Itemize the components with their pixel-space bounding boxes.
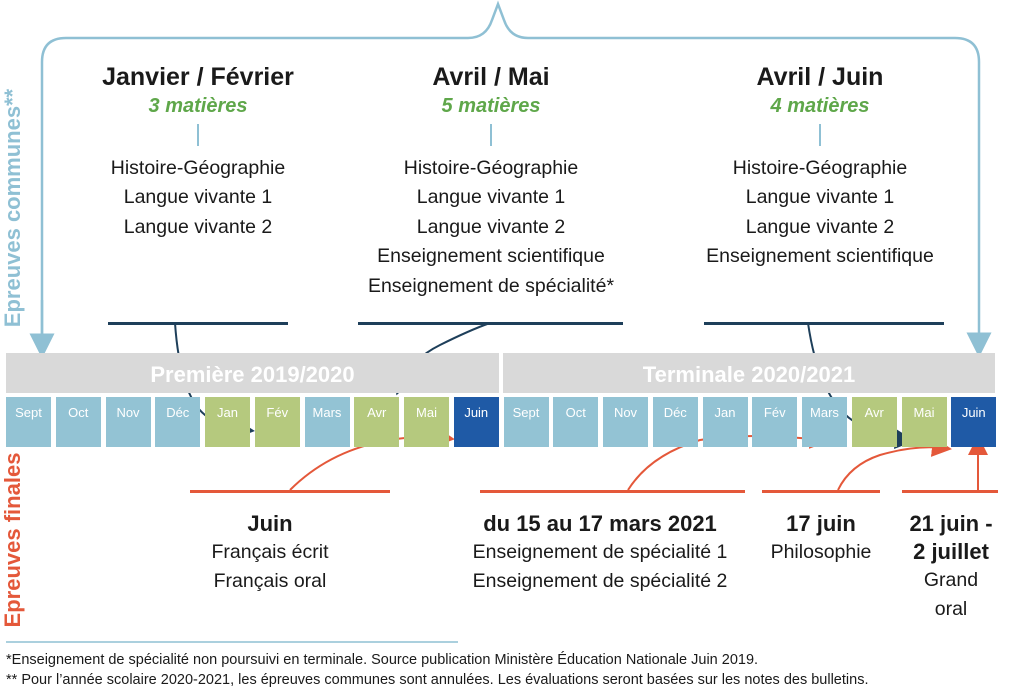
group-avril-juin: Avril / Juin 4 matières Histoire-Géograp…	[660, 62, 980, 272]
month-cell: Mai	[901, 397, 947, 447]
subject: Enseignement de spécialité*	[367, 274, 615, 297]
month-cell: Jan	[702, 397, 748, 447]
group-underline-avrjuin	[704, 322, 944, 325]
month-cell: Avr	[354, 397, 400, 447]
group-underline-janfev	[108, 322, 288, 325]
group-count: 5 matières	[441, 95, 541, 117]
subject: Langue vivante 2	[416, 215, 566, 238]
final-grand-oral: 21 juin - 2 juillet Grand oral	[892, 510, 1010, 624]
final-mars: du 15 au 17 mars 2021 Enseignement de sp…	[440, 510, 760, 596]
year-bar-terminale: Terminale 2020/2021	[503, 353, 995, 393]
final-subject: Français oral	[213, 570, 327, 592]
month-cell: Avr	[851, 397, 897, 447]
footnote-2: ** Pour l’année scolaire 2020-2021, les …	[6, 672, 869, 688]
group-tick	[819, 124, 821, 146]
final-juin: Juin Français écrit Français oral	[150, 510, 390, 596]
subject: Histoire-Géographie	[732, 157, 908, 179]
final-title: Juin	[247, 511, 293, 536]
group-count: 3 matières	[148, 95, 248, 117]
final-title-line1: 21 juin -	[909, 511, 993, 536]
arrow-philo	[837, 436, 952, 491]
final-subject: Français écrit	[211, 541, 329, 563]
month-cell: Mai	[404, 397, 449, 447]
top-brace	[40, 0, 992, 358]
month-cell: Juin	[453, 397, 499, 447]
group-janvier-fevrier: Janvier / Février 3 matières Histoire-Gé…	[38, 62, 358, 242]
group-title: Avril / Juin	[756, 63, 884, 91]
month-cell: Juin	[951, 397, 997, 447]
subject: Langue vivante 1	[123, 186, 273, 209]
subject: Histoire-Géographie	[110, 157, 286, 179]
final-underline-philo	[762, 490, 880, 493]
final-underline-mars	[480, 490, 745, 493]
subject: Enseignement scientifique	[706, 245, 934, 268]
group-tick	[197, 124, 199, 146]
group-underline-avrmai	[358, 322, 623, 325]
month-cell: Jan	[205, 397, 250, 447]
final-philosophie: 17 juin Philosophie	[756, 510, 886, 567]
final-title-line2: 2 juillet	[913, 539, 989, 564]
month-cell: Sept	[503, 397, 549, 447]
final-subject: Philosophie	[770, 541, 872, 563]
final-subject: Enseignement de spécialité 2	[472, 570, 728, 592]
group-title: Janvier / Février	[102, 63, 294, 91]
final-title: 17 juin	[786, 511, 856, 536]
month-cell: Déc	[652, 397, 698, 447]
group-tick	[490, 124, 492, 146]
final-subject: Grand	[923, 569, 979, 591]
year-bar-premiere: Première 2019/2020	[6, 353, 499, 393]
subject: Langue vivante 1	[745, 186, 895, 209]
month-cell: Nov	[603, 397, 648, 447]
month-cell: Oct	[553, 397, 599, 447]
final-subject: oral	[934, 598, 968, 620]
final-underline-grand-oral	[902, 490, 998, 493]
month-cell: Fév	[254, 397, 300, 447]
month-cell: Nov	[105, 397, 151, 447]
side-label-finales: Epreuves finales	[0, 452, 25, 628]
subject: Enseignement scientifique	[377, 245, 605, 268]
side-label-communes: Epreuves communes**	[0, 88, 25, 328]
subject: Langue vivante 1	[416, 186, 566, 209]
month-cell: Mars	[802, 397, 847, 447]
subject: Langue vivante 2	[123, 215, 273, 238]
group-avril-mai: Avril / Mai 5 matières Histoire-Géograph…	[331, 62, 651, 301]
month-cell: Oct	[55, 397, 101, 447]
subject: Langue vivante 2	[745, 215, 895, 238]
group-title: Avril / Mai	[432, 63, 550, 91]
month-cell: Fév	[752, 397, 798, 447]
final-underline-juin	[190, 490, 390, 493]
month-cell: Sept	[6, 397, 51, 447]
group-count: 4 matières	[770, 95, 870, 117]
month-cell: Mars	[304, 397, 350, 447]
final-title: du 15 au 17 mars 2021	[483, 511, 717, 536]
subject: Histoire-Géographie	[403, 157, 579, 179]
month-cell: Déc	[155, 397, 201, 447]
final-subject: Enseignement de spécialité 1	[472, 541, 728, 563]
footnote-1: *Enseignement de spécialité non poursuiv…	[6, 652, 759, 668]
